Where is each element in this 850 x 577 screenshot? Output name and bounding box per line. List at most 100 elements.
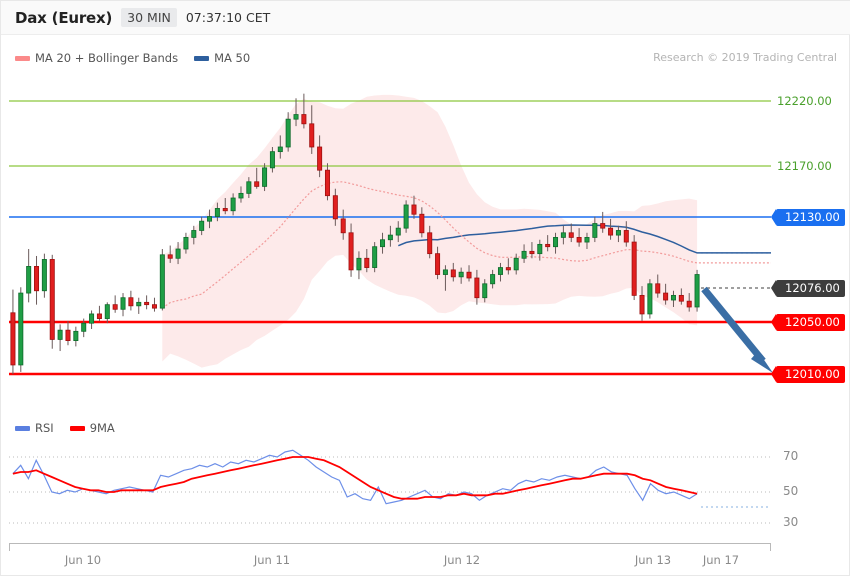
candle-body bbox=[560, 232, 566, 238]
copyright-notice: Research © 2019 Trading Central bbox=[653, 51, 837, 64]
candle-body bbox=[419, 213, 425, 234]
candle-body bbox=[136, 301, 142, 307]
candle-body bbox=[678, 294, 684, 302]
candle-body bbox=[340, 218, 346, 234]
candle-body bbox=[686, 300, 692, 308]
candle-body bbox=[670, 294, 676, 301]
arrow-head-icon bbox=[751, 351, 773, 373]
candle-body bbox=[663, 292, 669, 301]
candle-body bbox=[584, 237, 590, 243]
candle-body bbox=[466, 271, 472, 279]
price-label-12050-00: 12050.00 bbox=[771, 314, 845, 331]
candle-body bbox=[10, 312, 16, 366]
time-label: Jun 12 bbox=[443, 553, 481, 567]
candle-body bbox=[128, 297, 134, 307]
candlestick-series bbox=[10, 93, 700, 375]
timeframe-badge[interactable]: 30 MIN bbox=[121, 8, 177, 27]
rsi-swatch-icon bbox=[15, 425, 30, 431]
price-label-12130-00: 12130.00 bbox=[771, 209, 845, 226]
quote-timestamp: 07:37:10 CET bbox=[185, 10, 271, 25]
main-chart-legend: MA 20 + Bollinger Bands MA 50 bbox=[15, 51, 260, 65]
rsi-chart-svg bbox=[9, 449, 771, 524]
candle-body bbox=[600, 223, 606, 229]
candle-body bbox=[222, 208, 228, 212]
price-chart-svg bbox=[9, 93, 783, 376]
rsi-ma9-line bbox=[12, 456, 698, 500]
candle-body bbox=[576, 237, 582, 243]
legend-item-rsi[interactable]: RSI bbox=[15, 421, 54, 435]
candle-body bbox=[34, 266, 40, 292]
candle-body bbox=[18, 292, 24, 366]
reference-lines bbox=[9, 100, 783, 376]
legend-item-ma50[interactable]: MA 50 bbox=[194, 51, 250, 65]
candle-body bbox=[104, 304, 110, 319]
candle-body bbox=[57, 329, 63, 340]
rsi-label-30: 30 bbox=[783, 515, 799, 529]
candle-body bbox=[41, 259, 47, 292]
price-label-12220-00: 12220.00 bbox=[777, 94, 832, 108]
candle-body bbox=[49, 259, 55, 340]
price-chart-pane[interactable] bbox=[1, 67, 850, 409]
rsi-label-50: 50 bbox=[783, 484, 799, 498]
candle-body bbox=[81, 322, 87, 332]
candle-body bbox=[301, 114, 307, 125]
candle-body bbox=[348, 232, 354, 271]
candle-body bbox=[513, 257, 519, 271]
candle-body bbox=[144, 301, 150, 306]
candle-body bbox=[191, 230, 197, 238]
candle-body bbox=[631, 241, 637, 296]
candle-body bbox=[380, 239, 386, 248]
candle-body bbox=[324, 169, 330, 197]
candle-body bbox=[427, 232, 433, 255]
candle-body bbox=[474, 277, 480, 299]
candle-body bbox=[403, 204, 409, 229]
candle-body bbox=[167, 254, 173, 259]
rsi-chart-pane[interactable] bbox=[1, 437, 850, 537]
candle-body bbox=[183, 237, 189, 250]
candle-body bbox=[73, 330, 79, 341]
legend-item-ma20[interactable]: MA 20 + Bollinger Bands bbox=[15, 51, 178, 65]
candle-body bbox=[364, 257, 370, 268]
time-label: Jun 11 bbox=[253, 553, 291, 567]
candle-body bbox=[214, 208, 220, 217]
candle-body bbox=[694, 274, 700, 308]
candle-body bbox=[411, 204, 417, 215]
candle-body bbox=[285, 118, 291, 148]
candle-body bbox=[230, 197, 236, 212]
time-axis-bracket bbox=[9, 543, 771, 551]
time-label: Jun 13 bbox=[634, 553, 672, 567]
ma20-line bbox=[161, 181, 771, 309]
candle-body bbox=[608, 227, 614, 236]
legend-label-ma50: MA 50 bbox=[214, 51, 251, 65]
time-label: Jun 17 bbox=[702, 553, 740, 567]
candle-body bbox=[568, 232, 574, 238]
legend-item-9ma[interactable]: 9MA bbox=[69, 421, 115, 435]
candle-body bbox=[458, 271, 464, 278]
time-axis: Jun 10 Jun 11 Jun 12 Jun 13 Jun 17 bbox=[1, 539, 850, 577]
rsi-legend: RSI 9MA bbox=[15, 421, 125, 435]
candle-body bbox=[317, 146, 323, 171]
candle-body bbox=[639, 294, 645, 315]
candle-body bbox=[521, 250, 527, 259]
candle-body bbox=[450, 269, 456, 278]
ma50-line bbox=[398, 224, 771, 254]
candle-body bbox=[207, 216, 213, 222]
candle-body bbox=[435, 253, 441, 275]
arrow-shaft bbox=[701, 286, 766, 364]
legend-label-rsi: RSI bbox=[35, 421, 54, 435]
candle-body bbox=[387, 234, 393, 241]
candle-body bbox=[238, 192, 244, 199]
candle-body bbox=[482, 283, 488, 299]
candle-body bbox=[655, 283, 661, 294]
time-label: Jun 10 bbox=[64, 553, 102, 567]
candle-body bbox=[254, 181, 260, 187]
candle-body bbox=[356, 257, 362, 271]
candle-body bbox=[497, 267, 503, 275]
candle-body bbox=[490, 274, 496, 285]
candle-body bbox=[175, 248, 181, 259]
price-label-12010-00: 12010.00 bbox=[771, 366, 845, 383]
forecast-arrow-annotation bbox=[701, 286, 773, 373]
instrument-symbol: Dax (Eurex) bbox=[15, 8, 113, 27]
candle-body bbox=[537, 243, 543, 255]
